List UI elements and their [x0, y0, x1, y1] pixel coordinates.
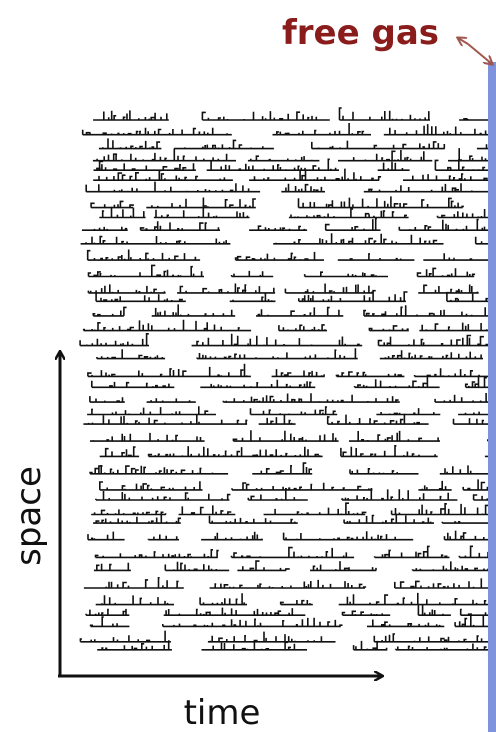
pattern-row [90, 430, 490, 441]
space-time-pattern [80, 108, 490, 650]
pattern-row [83, 414, 488, 424]
pattern-row [97, 348, 483, 358]
pattern-row [100, 479, 488, 490]
pattern-row [80, 631, 488, 642]
y-axis-label: space [9, 466, 49, 566]
pattern-row [88, 364, 488, 377]
pattern-row [89, 265, 476, 276]
page: free gas space time (() => { const data … [0, 0, 496, 732]
blue-panel-edge [488, 62, 496, 732]
pointer-arrow [458, 38, 468, 44]
pattern-row [94, 561, 490, 570]
pattern-row [96, 290, 489, 301]
pattern-row [96, 546, 489, 557]
pattern-row [88, 284, 478, 293]
pattern-row [83, 123, 488, 135]
pattern-row [99, 138, 488, 148]
pattern-row [86, 182, 488, 192]
pattern-row [91, 196, 464, 207]
pattern-row [96, 593, 488, 605]
pattern-row [93, 148, 488, 161]
pointer-arrow [468, 44, 492, 64]
pattern-row [84, 578, 488, 588]
title: free gas [282, 13, 439, 53]
pattern-row [93, 108, 488, 120]
pattern-row [91, 615, 488, 627]
pattern-row [88, 250, 488, 261]
pattern-row [100, 446, 488, 457]
pattern-row [90, 463, 488, 474]
pattern-row [80, 334, 489, 346]
diagram: free gas space time [0, 0, 496, 732]
pattern-row [86, 605, 488, 615]
pattern-row [93, 304, 488, 316]
pattern-row [88, 531, 488, 540]
pattern-row [84, 320, 488, 331]
pattern-row [87, 406, 488, 414]
pattern-row [81, 233, 488, 244]
pattern-row [82, 219, 488, 231]
pattern-row [91, 503, 489, 514]
x-axis-label: time [184, 693, 261, 732]
pattern-row [90, 393, 488, 402]
